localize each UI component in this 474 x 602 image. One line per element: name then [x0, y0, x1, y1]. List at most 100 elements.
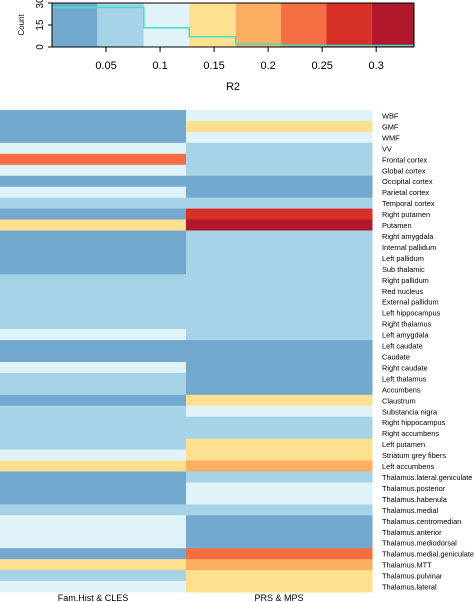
heatmap-cell [186, 427, 373, 440]
heatmap-cell [186, 351, 373, 363]
heatmap-cell [0, 120, 187, 133]
heatmap-cell [186, 197, 373, 210]
heatmap-cell [0, 361, 187, 374]
row-label: Left amygdala [382, 331, 429, 340]
row-label: Left hippocampus [382, 309, 441, 318]
color-key-band [235, 3, 282, 47]
heatmap-cell [186, 460, 373, 472]
heatmap-cell [186, 274, 373, 286]
row-label: Right caudate [382, 363, 428, 372]
y-axis: 0 15 30 [35, 0, 53, 50]
row-label: Thalamus.posterior [382, 484, 446, 493]
row-label: Frontal cortex [382, 155, 427, 164]
x-tick-label: 0.15 [203, 60, 224, 72]
heatmap-cell [0, 504, 187, 516]
heatmap-cell [186, 405, 373, 418]
heatmap-cell [0, 230, 187, 242]
row-label: Putamen [382, 221, 412, 230]
heatmap-cell [0, 153, 187, 166]
heatmap-cell [186, 340, 373, 352]
heatmap-cell [186, 263, 373, 275]
row-label: Thalamus.lateral [382, 583, 437, 592]
heatmap-cell [0, 460, 187, 472]
heatmap-cell [0, 537, 187, 549]
row-label: WBF [382, 111, 399, 120]
heatmap-cells [0, 110, 373, 593]
heatmap-cell [186, 581, 373, 593]
row-label: Global cortex [382, 166, 426, 175]
row-label: Thalamus.mediodorsal [382, 539, 457, 548]
x-tick-label: 0.2 [260, 60, 275, 72]
row-label: Claustrum [382, 396, 416, 405]
heatmap-cell [0, 405, 187, 418]
heatmap-cell [0, 570, 187, 582]
heatmap-cell [186, 241, 373, 253]
row-label: Right amygdala [382, 232, 434, 241]
heatmap-cell [0, 142, 187, 155]
heatmap-cell [0, 175, 187, 188]
color-key-band [326, 3, 372, 47]
row-label: Accumbens [382, 385, 421, 394]
heatmap-cell [186, 307, 373, 319]
heatmap-cell [0, 559, 187, 571]
heatmap-cell [0, 197, 187, 210]
heatmap-cell [0, 515, 187, 527]
heatmap-cell [186, 504, 373, 516]
column-label: PRS & MPS [254, 593, 303, 602]
heatmap-cell [0, 164, 187, 177]
heatmap-cell [186, 142, 373, 155]
row-label: Right hippocampus [382, 418, 446, 427]
heatmap-cell [186, 449, 373, 462]
row-label: Thalamus.lateral.geniculate [382, 473, 472, 482]
heatmap-cell [0, 296, 187, 308]
heatmap-cell [186, 219, 373, 231]
heatmap-cell [186, 164, 373, 177]
heatmap-cell [186, 570, 373, 582]
heatmap-cell [0, 252, 187, 264]
heatmap-cell [186, 383, 373, 396]
row-label: Left caudate [382, 342, 423, 351]
heatmap-cell [186, 372, 373, 385]
row-label: External pallidum [382, 298, 439, 307]
row-label: Substancia nigra [382, 407, 438, 416]
color-key-band [143, 3, 190, 47]
row-label: Right putamen [382, 210, 430, 219]
heatmap-cell [0, 329, 187, 341]
row-label: Sub thalamic [382, 265, 425, 274]
row-label: Thalamus.MTT [382, 561, 432, 570]
heatmap-cell [0, 285, 187, 297]
heatmap-cell [0, 449, 187, 462]
color-key-band [97, 3, 144, 47]
heatmap-cell [0, 548, 187, 560]
color-key: 0.05 0.1 0.15 0.2 0.25 0.3 0 15 30 R2 Count [17, 0, 415, 93]
x-tick-label: 0.1 [152, 60, 167, 72]
row-label: Thalamus.medial [382, 506, 439, 515]
y-axis-label: Count [17, 14, 26, 36]
heatmap-cell [0, 471, 187, 483]
row-label: Right thalamus [382, 320, 432, 329]
heatmap-cell [186, 296, 373, 308]
heatmap-cell [186, 493, 373, 505]
heatmap-cell [186, 526, 373, 538]
row-label: Thalamus.habenula [382, 495, 448, 504]
heatmap-cell [0, 307, 187, 319]
heatmap-cell [186, 329, 373, 341]
row-label: Caudate [382, 352, 410, 361]
heatmap: WBF GMF WMF VV Frontal cortex Global cortex Oc… [0, 110, 474, 602]
heatmap-cell [0, 438, 187, 451]
row-label: Thalamus.medial.geniculate [382, 550, 474, 559]
heatmap-cell [0, 263, 187, 275]
heatmap-cell [186, 318, 373, 330]
heatmap-cell [0, 416, 187, 429]
color-key-band [371, 3, 414, 47]
heatmap-cell [0, 427, 187, 440]
heatmap-cell [186, 482, 373, 494]
x-tick-label: 0.05 [95, 60, 116, 72]
heatmap-cell [0, 110, 187, 122]
heatmap-cell [0, 383, 187, 396]
row-label: Left thalamus [382, 374, 427, 383]
x-tick-label: 0.3 [369, 60, 384, 72]
row-label: Striatum grey fibers [382, 451, 446, 460]
heatmap-cell [0, 219, 187, 231]
